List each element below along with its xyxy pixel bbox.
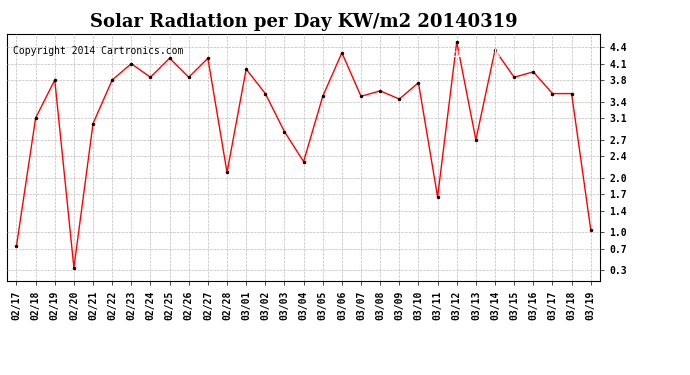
Title: Solar Radiation per Day KW/m2 20140319: Solar Radiation per Day KW/m2 20140319	[90, 13, 518, 31]
Text: Copyright 2014 Cartronics.com: Copyright 2014 Cartronics.com	[13, 46, 184, 56]
